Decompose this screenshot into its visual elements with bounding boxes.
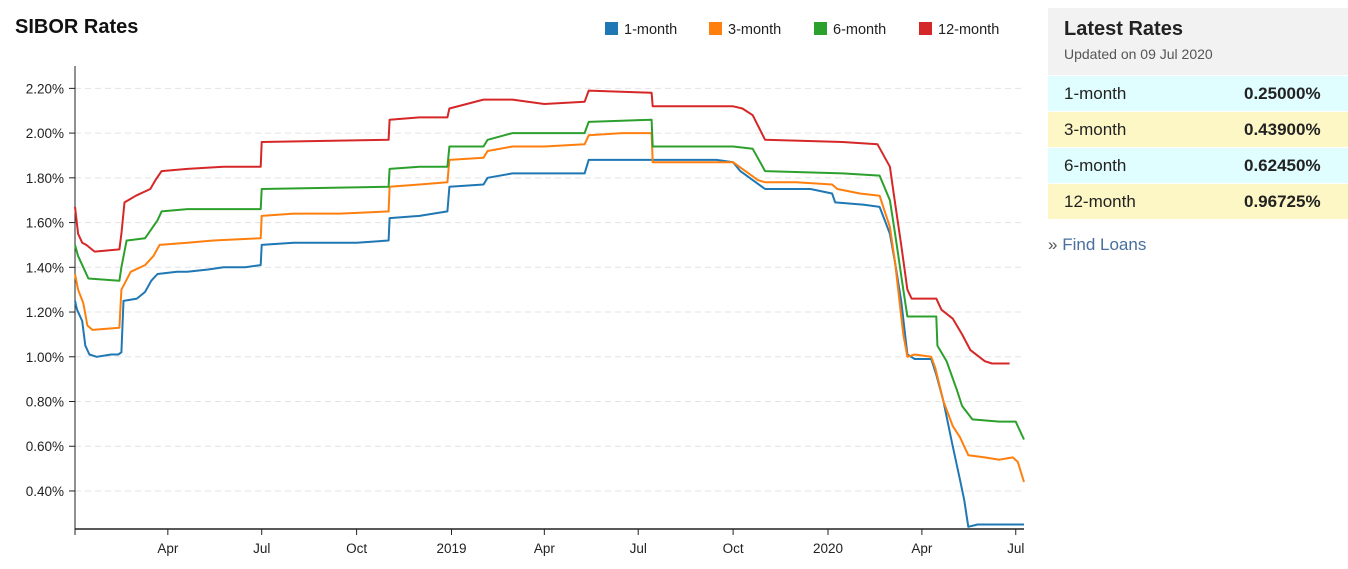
find-loans-link[interactable]: » Find Loans	[1048, 235, 1348, 255]
rate-row-1-month: 1-month 0.25000%	[1048, 75, 1348, 111]
y-tick-label: 0.80%	[26, 395, 64, 410]
x-tick-label: 2020	[813, 541, 843, 556]
y-tick-label: 0.60%	[26, 439, 64, 454]
y-tick-label: 1.80%	[26, 171, 64, 186]
x-tick-label: Apr	[911, 541, 933, 556]
rate-row-12-month: 12-month 0.96725%	[1048, 183, 1348, 219]
x-tick-label: Jul	[630, 541, 647, 556]
x-tick-label: Apr	[534, 541, 556, 556]
find-loans-label[interactable]: Find Loans	[1062, 235, 1147, 254]
x-tick-label: Jul	[253, 541, 270, 556]
y-tick-label: 1.40%	[26, 260, 64, 275]
legend: 1-month 3-month 6-month 12-month	[605, 22, 999, 38]
y-tick-label: 1.20%	[26, 305, 64, 320]
legend-swatch	[605, 22, 618, 35]
rate-value: 0.96725%	[1244, 191, 1321, 211]
rate-tenor-label: 1-month	[1064, 83, 1127, 103]
legend-label: 6-month	[833, 22, 886, 38]
legend-swatch	[814, 22, 827, 35]
x-tick-label: Oct	[346, 541, 367, 556]
x-tick-label: Oct	[723, 541, 744, 556]
rate-value: 0.62450%	[1244, 155, 1321, 175]
latest-rates-header: Latest Rates Updated on 09 Jul 2020	[1048, 8, 1348, 75]
rate-tenor-label: 3-month	[1064, 119, 1127, 139]
series-line-3-month	[74, 132, 1025, 483]
legend-label: 1-month	[624, 22, 677, 38]
rate-value: 0.43900%	[1244, 119, 1321, 139]
legend-swatch	[709, 22, 722, 35]
series-line-6-month	[74, 118, 1025, 440]
rate-value: 0.25000%	[1244, 83, 1321, 103]
line-chart: 0.40% 0.60% 0.80% 1.00% 1.20% 1.40% 1.60% 1.80%…	[26, 22, 1025, 556]
y-tick-label: 1.00%	[26, 350, 64, 365]
x-tick-label: Apr	[157, 541, 179, 556]
legend-item-6-month: 6-month	[814, 22, 886, 38]
rate-row-6-month: 6-month 0.62450%	[1048, 147, 1348, 183]
y-tick-label: 0.40%	[26, 484, 64, 499]
x-tick-label: Jul	[1007, 541, 1024, 556]
axes: 0.40% 0.60% 0.80% 1.00% 1.20% 1.40% 1.60% 1.80%…	[26, 66, 1024, 556]
y-tick-label: 2.00%	[26, 126, 64, 141]
y-tick-label: 2.20%	[26, 81, 64, 96]
legend-item-1-month: 1-month	[605, 22, 677, 38]
grid-lines	[75, 87, 1024, 492]
x-tick-label: 2019	[436, 541, 466, 556]
rate-tenor-label: 12-month	[1064, 191, 1136, 211]
series-lines	[74, 89, 1025, 528]
rate-tenor-label: 6-month	[1064, 155, 1127, 175]
legend-swatch	[919, 22, 932, 35]
legend-item-12-month: 12-month	[919, 22, 999, 38]
legend-label: 12-month	[938, 22, 999, 38]
chart-title: SIBOR Rates	[15, 16, 139, 38]
series-line-1-month	[74, 158, 1024, 528]
legend-item-3-month: 3-month	[709, 22, 781, 38]
chevron-right-icon: »	[1048, 235, 1058, 254]
latest-rates-panel: Latest Rates Updated on 09 Jul 2020 1-mo…	[1048, 8, 1348, 255]
updated-date: Updated on 09 Jul 2020	[1064, 46, 1213, 62]
series-line-12-month	[74, 89, 1010, 365]
latest-rates-title: Latest Rates	[1064, 18, 1183, 40]
legend-label: 3-month	[728, 22, 781, 38]
rate-row-3-month: 3-month 0.43900%	[1048, 111, 1348, 147]
y-tick-label: 1.60%	[26, 216, 64, 231]
latest-rates-table: 1-month 0.25000% 3-month 0.43900% 6-month 0.6…	[1048, 75, 1348, 219]
